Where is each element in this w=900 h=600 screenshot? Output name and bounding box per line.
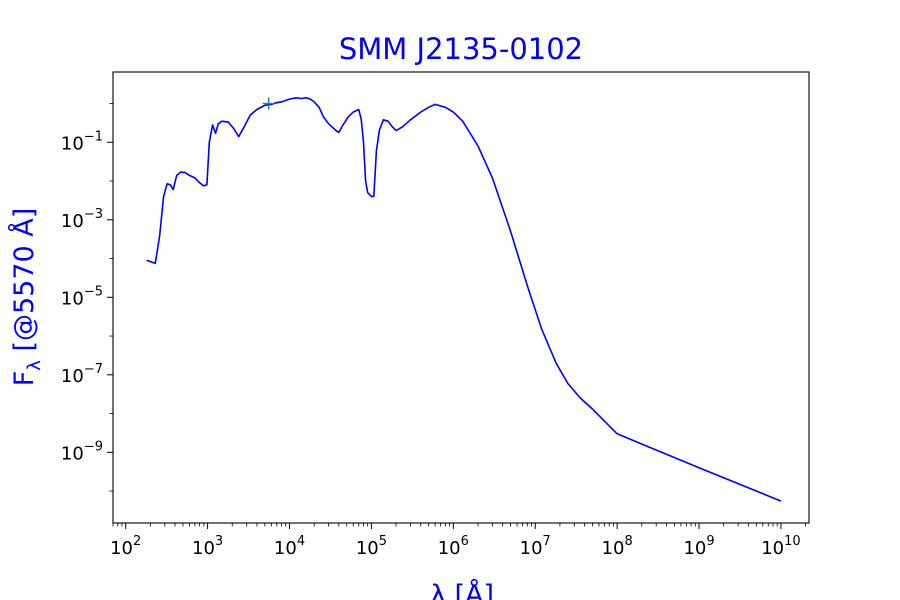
y-axis-label-suffix: [@5570 Å] <box>8 208 40 360</box>
y-tick-label: 10−9 <box>61 439 103 464</box>
chart-title: SMM J2135-0102 <box>339 32 583 66</box>
x-axis: 102 103 104 105 106 107 108 109 1010 <box>110 523 807 559</box>
plot-area <box>146 97 782 502</box>
sed-line-0 <box>146 97 782 502</box>
y-tick-label: 10−1 <box>61 129 103 154</box>
axes-frame <box>112 71 810 524</box>
x-tick-label: 108 <box>602 534 633 559</box>
x-axis-label: λ [Å] <box>430 579 494 600</box>
x-tick-label: 1010 <box>761 534 800 559</box>
x-tick-label: 102 <box>110 534 141 559</box>
y-axis-label-subscript: λ <box>24 360 45 371</box>
x-tick-label: 106 <box>438 534 469 559</box>
y-tick-label: 10−7 <box>61 362 103 387</box>
x-tick-label: 104 <box>274 534 305 559</box>
x-tick-label: 103 <box>192 534 223 559</box>
x-tick-label: 105 <box>356 534 387 559</box>
y-tick-label: 10−3 <box>61 207 103 232</box>
x-tick-label: 107 <box>520 534 551 559</box>
y-axis-label: Fλ [@5570 Å] <box>8 208 45 387</box>
reference-marker <box>262 97 275 110</box>
x-tick-label: 109 <box>683 534 714 559</box>
y-tick-label: 10−5 <box>61 284 103 309</box>
y-axis: 10−9 10−7 10−5 10−3 10−1 <box>61 103 113 492</box>
y-axis-label-main: F <box>9 371 40 387</box>
